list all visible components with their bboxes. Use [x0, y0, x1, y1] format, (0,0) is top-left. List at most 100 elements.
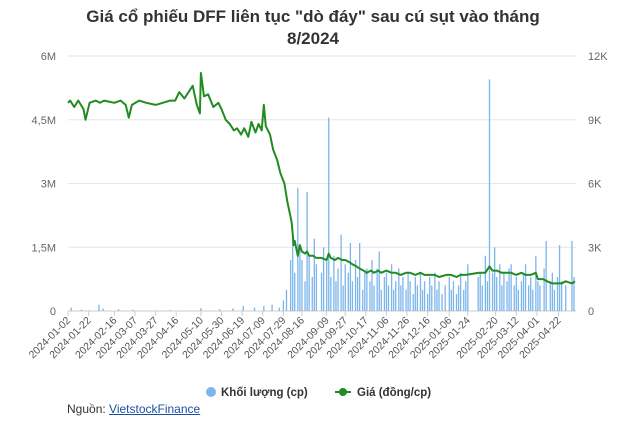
volume-bar [407, 272, 409, 311]
volume-bar [376, 268, 378, 311]
volume-bar [326, 260, 328, 311]
source-prefix: Nguồn: [67, 402, 110, 416]
volume-bar [423, 281, 426, 311]
volume-bar [390, 264, 393, 311]
volume-bar [463, 289, 465, 311]
volume-bar [486, 281, 489, 311]
volume-bar [571, 240, 573, 311]
volume-bar [366, 268, 368, 311]
volume-bar [556, 277, 559, 311]
volume-bar [315, 264, 318, 311]
volume-bar [398, 268, 400, 311]
volume-bar [342, 285, 344, 311]
volume-bar [444, 285, 446, 311]
volume-bar [517, 289, 519, 311]
volume-bar [455, 294, 458, 311]
volume-bar [412, 294, 414, 311]
volume-bar [362, 289, 364, 311]
source-link[interactable]: VietstockFinance [109, 402, 201, 416]
volume-bar [282, 300, 285, 311]
volume-bar [253, 307, 256, 311]
volume-bar [419, 272, 422, 311]
volume-bar [565, 285, 567, 311]
y-right-tick-label: 12K [588, 51, 608, 63]
volume-bar [313, 238, 315, 311]
volume-bar [520, 281, 523, 311]
volume-bar [421, 289, 424, 311]
volume-bar [493, 247, 496, 311]
volume-bar [289, 260, 292, 311]
volume-bar [218, 309, 221, 311]
volume-bar [278, 307, 280, 311]
volume-bar [344, 264, 346, 311]
volume-bar [467, 264, 469, 311]
volume-bar [393, 289, 395, 311]
volume-bar [499, 264, 501, 311]
y-left-tick-label: 6M [41, 51, 56, 63]
y-right-tick-label: 6K [588, 179, 602, 191]
y-right-tick-label: 0 [588, 306, 594, 318]
volume-bar [304, 281, 306, 311]
volume-bar [539, 285, 541, 311]
volume-bar [481, 285, 483, 311]
volume-bar [297, 187, 299, 311]
volume-bar [271, 304, 273, 311]
volume-bar [402, 277, 404, 311]
legend-label-volume: Khối lượng (cp) [221, 387, 308, 399]
volume-bar [524, 264, 527, 311]
volume-bar [263, 305, 265, 311]
volume-bar [371, 260, 373, 311]
volume-bar [117, 309, 120, 311]
volume-bar [448, 277, 450, 311]
chart-title: Giá cổ phiếu DFF liên tục "dò đáy" sau c… [0, 6, 626, 50]
volume-bar [242, 305, 244, 311]
source-note: Nguồn: VietstockFinance [67, 402, 200, 416]
volume-bar [459, 272, 462, 311]
volume-bar [438, 281, 440, 311]
y-left-tick-label: 4,5M [32, 115, 56, 127]
volume-bar [491, 272, 494, 311]
volume-bar [200, 308, 202, 311]
volume-bar [292, 238, 294, 311]
legend-marker-price [339, 388, 347, 396]
legend-label-price: Giá (đồng/cp) [357, 387, 431, 399]
volume-bar [549, 281, 551, 311]
volume-bar [354, 260, 357, 311]
volume-bar [537, 281, 539, 311]
volume-bar [436, 289, 438, 311]
volume-bar [532, 289, 534, 311]
volume-bar [405, 289, 407, 311]
volume-bar [340, 234, 342, 311]
volume-bar [335, 281, 337, 311]
volume-bar [543, 268, 545, 311]
volume-bar [301, 260, 303, 311]
chart-title-line-2: 8/2024 [287, 29, 339, 48]
volume-bar [385, 272, 388, 311]
volume-bar [98, 304, 100, 311]
volume-bar [496, 277, 498, 311]
y-left-tick-label: 0 [50, 306, 56, 318]
volume-bar [400, 285, 402, 311]
volume-bar [320, 272, 323, 311]
volume-bar [573, 277, 575, 311]
volume-bar [364, 272, 366, 311]
volume-bar [465, 281, 467, 311]
volume-bar [383, 277, 386, 311]
volume-bar [299, 247, 301, 311]
legend-marker-volume [206, 387, 216, 397]
volume-bar [488, 79, 491, 311]
volume-bar [351, 281, 354, 311]
volume-bar [337, 268, 339, 311]
volume-bar [311, 277, 313, 311]
volume-bar [431, 285, 433, 311]
volume-bar [330, 277, 332, 311]
volume-bar [513, 285, 515, 311]
volume-bar [477, 277, 479, 311]
volume-bar [457, 285, 460, 311]
volume-bar [328, 117, 330, 311]
volume-bar [285, 289, 288, 311]
volume-bar [427, 294, 429, 311]
volume-bar [452, 281, 455, 311]
volume-bar [484, 255, 487, 311]
